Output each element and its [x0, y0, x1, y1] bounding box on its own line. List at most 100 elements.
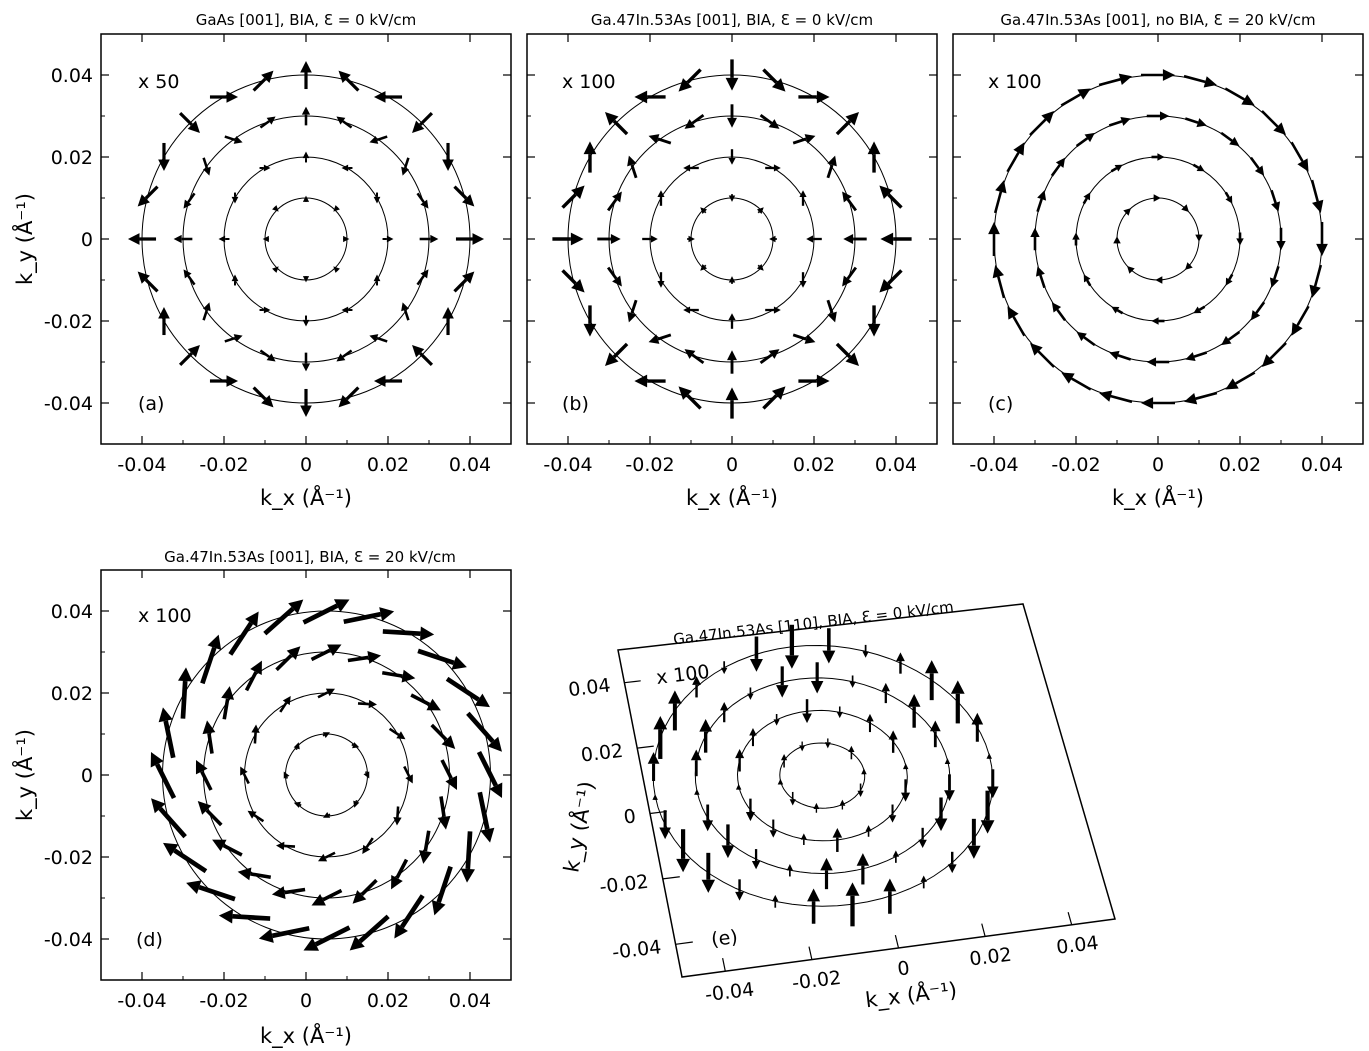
x-tick [981, 923, 986, 937]
spin-arrow [789, 791, 796, 806]
spin-arrow [813, 802, 820, 813]
spin-arrow [824, 738, 831, 749]
spin-arrow [311, 888, 343, 906]
x-tick [894, 935, 900, 949]
spin-arrow [720, 661, 728, 675]
spin-arrow [751, 849, 761, 870]
spin-arrow [1221, 330, 1241, 346]
spin-arrow [183, 192, 196, 209]
x-tick [808, 946, 813, 960]
spin-arrow [259, 306, 271, 314]
spin-arrow [769, 819, 778, 838]
spin-arrow [848, 745, 855, 760]
spin-arrow [786, 864, 794, 877]
spin-arrow [394, 894, 425, 939]
spin-arrow [1082, 192, 1091, 205]
spin-arrow [880, 232, 912, 246]
spin-arrow [1151, 317, 1165, 325]
x-tick-label: -0.04 [117, 990, 166, 1012]
panel-c-rings [993, 74, 1323, 404]
spin-arrow [992, 265, 1006, 299]
spin-arrow [202, 720, 216, 754]
spin-arrow [195, 760, 213, 791]
spin-arrow [419, 234, 439, 244]
spin-arrow [460, 831, 475, 883]
spin-arrow [780, 753, 788, 768]
spin-arrow [369, 135, 388, 144]
spin-arrow [606, 266, 622, 287]
spin-arrow [668, 690, 682, 731]
spin-arrow [1099, 390, 1133, 404]
spin-arrow [807, 888, 821, 924]
panel-c-title: Ga.47In.53As [001], no BIA, Ɛ = 20 kV/cm [1000, 11, 1315, 29]
y-tick [637, 745, 654, 749]
spin-arrow [247, 810, 265, 823]
spin-arrow [1030, 227, 1040, 251]
spin-arrow [218, 909, 271, 924]
spin-arrow [178, 667, 193, 719]
y-tick-label: 0.04 [51, 65, 93, 87]
spin-arrow [1195, 234, 1203, 242]
spin-arrow [728, 313, 736, 329]
spin-arrow [728, 194, 736, 202]
x-tick-label: -0.02 [625, 454, 674, 476]
panel-c-ticks: -0.04 -0.02 0 0.02 0.04 [953, 34, 1363, 476]
spin-arrow [1269, 265, 1280, 288]
spin-arrow [725, 59, 739, 91]
ring-4 [993, 74, 1323, 404]
spin-arrow [336, 349, 353, 362]
y-tick-label: 0 [81, 229, 93, 251]
spin-arrow [944, 758, 951, 764]
spin-arrow [822, 628, 836, 664]
spin-arrow [1309, 264, 1323, 298]
x-tick-label: -0.02 [791, 967, 842, 995]
spin-arrow [352, 878, 378, 904]
spin-arrow [202, 157, 211, 176]
x-tick-label: 0.04 [449, 454, 491, 476]
spin-arrow [362, 837, 374, 854]
spin-arrow [720, 702, 729, 723]
spin-arrow [259, 116, 276, 129]
spin-arrow [647, 752, 660, 782]
spin-arrow [888, 804, 897, 823]
panel-a-title: GaAs [001], BIA, Ɛ = 0 kV/cm [196, 11, 417, 29]
spin-arrow [653, 715, 668, 759]
spin-arrow [892, 850, 900, 863]
panel-a: GaAs [001], BIA, Ɛ = 0 kV/cm -0.04 -0.02 0… [11, 11, 512, 511]
spin-arrow [258, 925, 310, 943]
spin-arrow [310, 644, 342, 662]
spin-arrow [209, 375, 239, 387]
spin-arrow [907, 694, 921, 728]
panel-a-vectors [127, 60, 485, 418]
spin-arrow [1051, 302, 1067, 322]
spin-arrow [798, 90, 830, 104]
spin-arrow [302, 151, 310, 163]
spin-arrow [1153, 194, 1161, 202]
y-tick-label: -0.02 [598, 871, 649, 899]
spin-arrow [382, 626, 435, 641]
spin-arrow [343, 607, 395, 625]
spin-arrow [252, 70, 274, 92]
y-tick-label: 0 [81, 765, 93, 787]
spin-arrow [1109, 350, 1132, 361]
spin-arrow [403, 765, 413, 784]
spin-arrow [163, 842, 208, 874]
spin-arrow [683, 164, 699, 172]
spin-arrow [338, 386, 360, 408]
spin-arrow [920, 875, 927, 889]
panel-a-panel-label: (a) [138, 393, 164, 415]
spin-arrow [333, 205, 340, 212]
spin-arrow [275, 646, 301, 672]
spin-arrow [728, 276, 736, 284]
spin-arrow [127, 233, 157, 245]
spin-arrow [777, 778, 784, 785]
spin-arrow [343, 235, 350, 243]
spin-arrow [224, 135, 243, 144]
spin-arrow [765, 306, 781, 314]
spin-arrow [440, 759, 458, 790]
spin-arrow [749, 727, 757, 747]
spin-arrow [271, 886, 306, 899]
y-tick-label: 0 [622, 805, 637, 828]
panel-b: Ga.47In.53As [001], BIA, Ɛ = 0 kV/cm -0.… [526, 11, 938, 511]
